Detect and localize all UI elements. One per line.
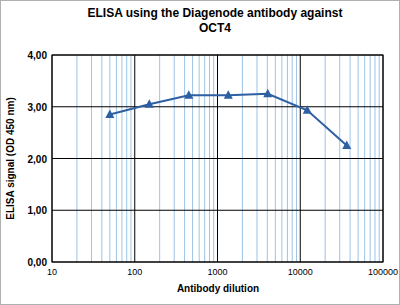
marker	[224, 90, 233, 99]
line	[110, 94, 347, 146]
title-line: OCT4	[199, 21, 231, 35]
title: ELISA using the Diagenode antibody again…	[88, 6, 343, 35]
y-grid	[52, 106, 383, 107]
border	[1, 1, 400, 305]
y-tick-label: 4,00	[28, 50, 48, 61]
y-grid	[52, 158, 383, 159]
y-tick-label: 1,00	[28, 205, 48, 216]
y-tick-label: 3,00	[28, 102, 48, 113]
plot-frame	[52, 55, 383, 262]
x-tick-label: 1000	[207, 267, 227, 277]
y-grid	[52, 210, 383, 211]
marker	[145, 99, 154, 108]
marker	[342, 141, 351, 150]
marker	[303, 105, 312, 114]
title-line: ELISA using the Diagenode antibody again…	[88, 6, 343, 20]
marker	[184, 90, 193, 99]
series	[105, 89, 351, 149]
marker	[263, 89, 272, 98]
x-tick-label: 100	[127, 267, 142, 277]
chart: 0,00 1,00 2,00 3,00 4,00 10 100 1000 10000 100000…	[0, 0, 400, 305]
x-tick-label: 10	[47, 267, 57, 277]
y-axis-label: ELISA signal (OD 450 nm)	[5, 97, 16, 219]
plot-area	[52, 55, 383, 262]
y-tick-label: 2,00	[28, 154, 48, 165]
x-axis-label: Antibody dilution	[177, 283, 259, 294]
marker	[105, 110, 114, 119]
x-tick-label: 10000	[288, 267, 313, 277]
x-tick-label: 100000	[368, 267, 398, 277]
y-tick-label: 0,00	[28, 257, 48, 268]
